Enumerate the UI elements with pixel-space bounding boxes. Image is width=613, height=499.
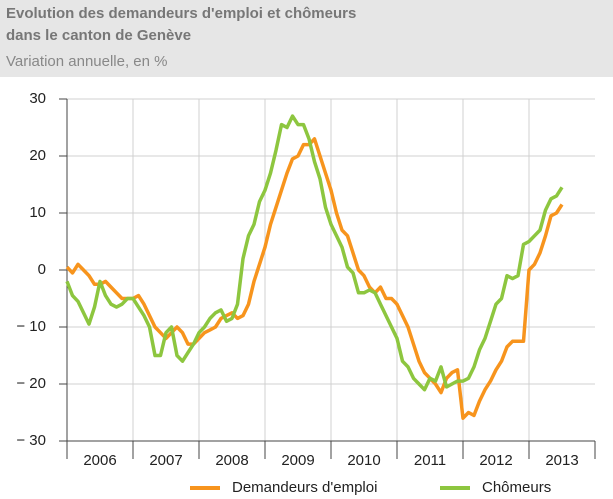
data-line xyxy=(65,137,564,420)
legend-label: Chômeurs xyxy=(482,479,551,496)
x-tick-label: 2007 xyxy=(149,452,182,469)
chart-title: Evolution des demandeurs d'emploi et chô… xyxy=(6,5,356,22)
y-tick-label: − 30 xyxy=(16,432,46,449)
legend-label: Demandeurs d'emploi xyxy=(232,479,377,496)
y-tick-label: 20 xyxy=(29,147,46,164)
x-tick-label: 2006 xyxy=(83,452,116,469)
x-tick-label: 2012 xyxy=(479,452,512,469)
y-tick-label: 10 xyxy=(29,204,46,221)
x-tick-label: 2013 xyxy=(545,452,578,469)
x-tick-label: 2010 xyxy=(347,452,380,469)
x-tick-label: 2009 xyxy=(281,452,314,469)
chart-title: dans le canton de Genève xyxy=(6,27,191,44)
data-line xyxy=(65,114,564,392)
y-tick-label: 30 xyxy=(29,90,46,107)
chart-subtitle: Variation annuelle, en % xyxy=(6,53,168,70)
y-tick-label: − 10 xyxy=(16,318,46,335)
y-tick-label: 0 xyxy=(38,261,46,278)
y-tick-label: − 20 xyxy=(16,375,46,392)
header-bg xyxy=(0,0,613,77)
x-tick-label: 2011 xyxy=(414,452,446,469)
x-tick-label: 2008 xyxy=(215,452,248,469)
